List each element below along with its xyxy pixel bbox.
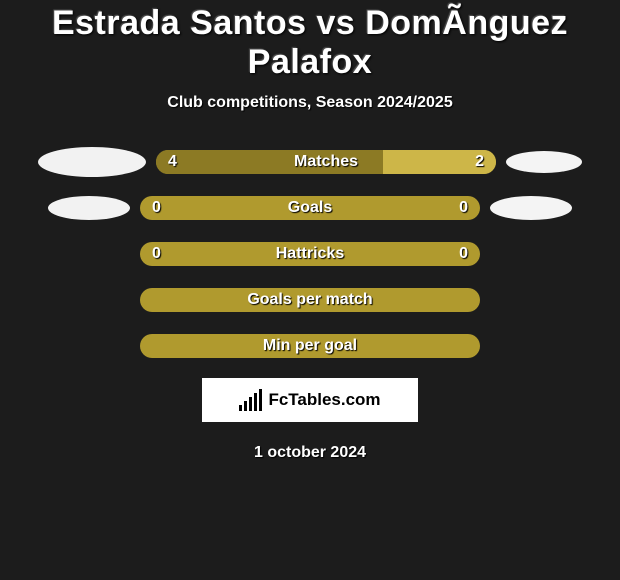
date-label: 1 october 2024 bbox=[0, 444, 620, 462]
stat-name: Goals bbox=[140, 196, 480, 220]
stat-row: 4Matches2 bbox=[0, 150, 620, 174]
right-value: 0 bbox=[459, 196, 468, 220]
stat-rows: 4Matches20Goals00Hattricks0Goals per mat… bbox=[0, 150, 620, 358]
brand-icon bbox=[239, 389, 262, 411]
right-value: 0 bbox=[459, 242, 468, 266]
stat-row: 0Goals0 bbox=[0, 196, 620, 220]
left-team-disk bbox=[38, 147, 146, 177]
stat-bar: 0Goals0 bbox=[140, 196, 480, 220]
stat-name: Min per goal bbox=[140, 334, 480, 358]
stat-row: Goals per match bbox=[0, 288, 620, 312]
brand-text: FcTables.com bbox=[268, 390, 380, 410]
stat-bar: Goals per match bbox=[140, 288, 480, 312]
stat-name: Matches bbox=[156, 150, 496, 174]
left-team-disk bbox=[48, 196, 130, 220]
page-title: Estrada Santos vs DomÃ­nguez Palafox bbox=[0, 4, 620, 82]
brand-badge: FcTables.com bbox=[202, 378, 418, 422]
right-team-disk bbox=[490, 196, 572, 220]
stat-bar: 0Hattricks0 bbox=[140, 242, 480, 266]
stats-card: Estrada Santos vs DomÃ­nguez Palafox Clu… bbox=[0, 0, 620, 462]
stat-name: Goals per match bbox=[140, 288, 480, 312]
stat-bar: Min per goal bbox=[140, 334, 480, 358]
stat-name: Hattricks bbox=[140, 242, 480, 266]
stat-bar: 4Matches2 bbox=[156, 150, 496, 174]
right-value: 2 bbox=[475, 150, 484, 174]
stat-row: 0Hattricks0 bbox=[0, 242, 620, 266]
stat-row: Min per goal bbox=[0, 334, 620, 358]
page-subtitle: Club competitions, Season 2024/2025 bbox=[0, 94, 620, 112]
right-team-disk bbox=[506, 151, 582, 173]
